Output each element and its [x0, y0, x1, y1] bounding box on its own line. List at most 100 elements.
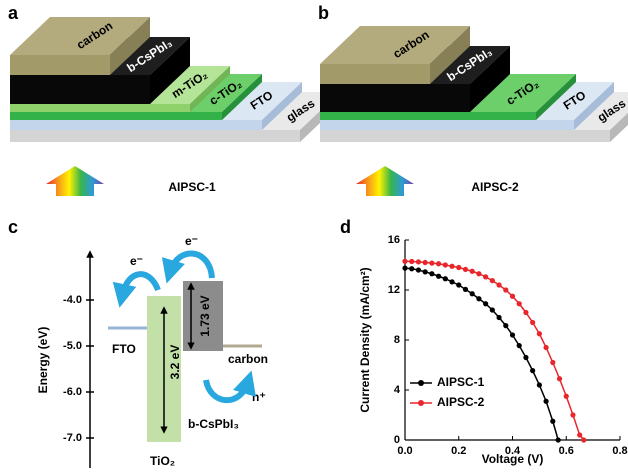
axis-label: Energy (eV) — [36, 327, 50, 394]
data-point — [564, 394, 569, 399]
data-point — [581, 437, 586, 442]
electron-label: e⁻ — [130, 254, 143, 268]
data-point — [503, 323, 508, 328]
data-point — [490, 278, 495, 283]
data-point — [456, 282, 461, 287]
x-tick-label: 0.0 — [397, 445, 412, 457]
layer-front — [10, 112, 222, 120]
legend-marker — [418, 380, 424, 386]
data-point — [556, 437, 561, 442]
y-tick-label: 16 — [388, 234, 400, 246]
legend-label: AIPSC-1 — [437, 375, 485, 389]
light-arrow — [46, 166, 104, 196]
data-point — [429, 271, 434, 276]
data-point — [449, 279, 454, 284]
data-point — [543, 345, 548, 350]
x-axis-label: Voltage (V) — [482, 452, 544, 466]
data-point — [570, 412, 575, 417]
data-point — [470, 269, 475, 274]
electron-arrow — [170, 253, 212, 278]
data-point — [402, 259, 407, 264]
data-point — [503, 287, 508, 292]
data-point — [530, 368, 535, 373]
data-point — [449, 264, 454, 269]
perovskite-label: b-CsPbI₃ — [188, 417, 239, 431]
data-point — [443, 262, 448, 267]
data-point — [416, 267, 421, 272]
tick-label: -5.0 — [63, 340, 82, 352]
data-point — [463, 267, 468, 272]
data-point — [456, 265, 461, 270]
data-point — [436, 261, 441, 266]
layer-front — [10, 55, 110, 75]
legend-marker — [418, 400, 424, 406]
series-line — [405, 268, 558, 440]
data-point — [523, 310, 528, 315]
layer-front — [10, 104, 190, 112]
data-point — [409, 266, 414, 271]
tick-label: -7.0 — [63, 432, 82, 444]
device-caption: AIPSC-2 — [471, 180, 519, 194]
y-axis-label: Current Density (mA/cm²) — [358, 267, 372, 412]
x-tick-label: 0.8 — [612, 445, 627, 457]
electron-label: e⁻ — [185, 234, 198, 248]
device-caption: AIPSC-1 — [168, 180, 216, 194]
x-tick-label: 0.2 — [451, 445, 466, 457]
panel-label: c — [8, 217, 18, 237]
data-point — [530, 320, 535, 325]
series-line — [405, 261, 584, 440]
data-point — [423, 260, 428, 265]
data-point — [409, 259, 414, 264]
gap-label: 1.73 eV — [198, 295, 212, 336]
data-point — [463, 287, 468, 292]
layer-front — [320, 130, 610, 142]
tick-label: -6.0 — [63, 386, 82, 398]
hole-label: h⁺ — [252, 390, 266, 404]
data-point — [517, 301, 522, 306]
data-point — [443, 276, 448, 281]
data-point — [517, 343, 522, 348]
panel-label: d — [340, 217, 351, 237]
data-point — [537, 382, 542, 387]
data-point — [577, 432, 582, 437]
data-point — [483, 274, 488, 279]
x-tick-label: 0.6 — [559, 445, 574, 457]
data-point — [510, 294, 515, 299]
data-point — [550, 419, 555, 424]
gap-label: 3.2 eV — [168, 345, 182, 380]
layer-front — [320, 64, 430, 84]
tick-label: -4.0 — [63, 294, 82, 306]
data-point — [496, 315, 501, 320]
data-point — [436, 274, 441, 279]
device-schematics: glassFTOc-TiO₂m-TiO₂b-CsPbI₃carbonglassF… — [10, 17, 628, 142]
carbon-label: carbon — [228, 352, 268, 366]
data-point — [470, 291, 475, 296]
y-tick-label: 0 — [394, 434, 400, 446]
legend-label: AIPSC-2 — [437, 395, 485, 409]
layer-front — [10, 130, 300, 142]
layer-front — [10, 120, 262, 130]
data-point — [423, 269, 428, 274]
y-tick-label: 4 — [394, 384, 401, 396]
panel-label: a — [8, 3, 19, 23]
data-point — [483, 301, 488, 306]
data-point — [490, 307, 495, 312]
data-point — [510, 332, 515, 337]
data-point — [476, 271, 481, 276]
panel-label: b — [318, 3, 329, 23]
data-point — [550, 360, 555, 365]
data-point — [476, 296, 481, 301]
layer-front — [10, 75, 150, 104]
data-point — [543, 399, 548, 404]
data-point — [429, 261, 434, 266]
data-point — [402, 266, 407, 271]
figure: a b c d glassFTOc-TiO₂m-TiO₂b-CsPbI₃carb… — [0, 0, 628, 468]
layer-front — [320, 84, 470, 112]
layer-front — [320, 112, 536, 120]
data-point — [496, 282, 501, 287]
layer-front — [320, 120, 574, 130]
tio2-label: TiO₂ — [150, 454, 175, 468]
data-point — [537, 331, 542, 336]
y-tick-label: 8 — [394, 334, 400, 346]
